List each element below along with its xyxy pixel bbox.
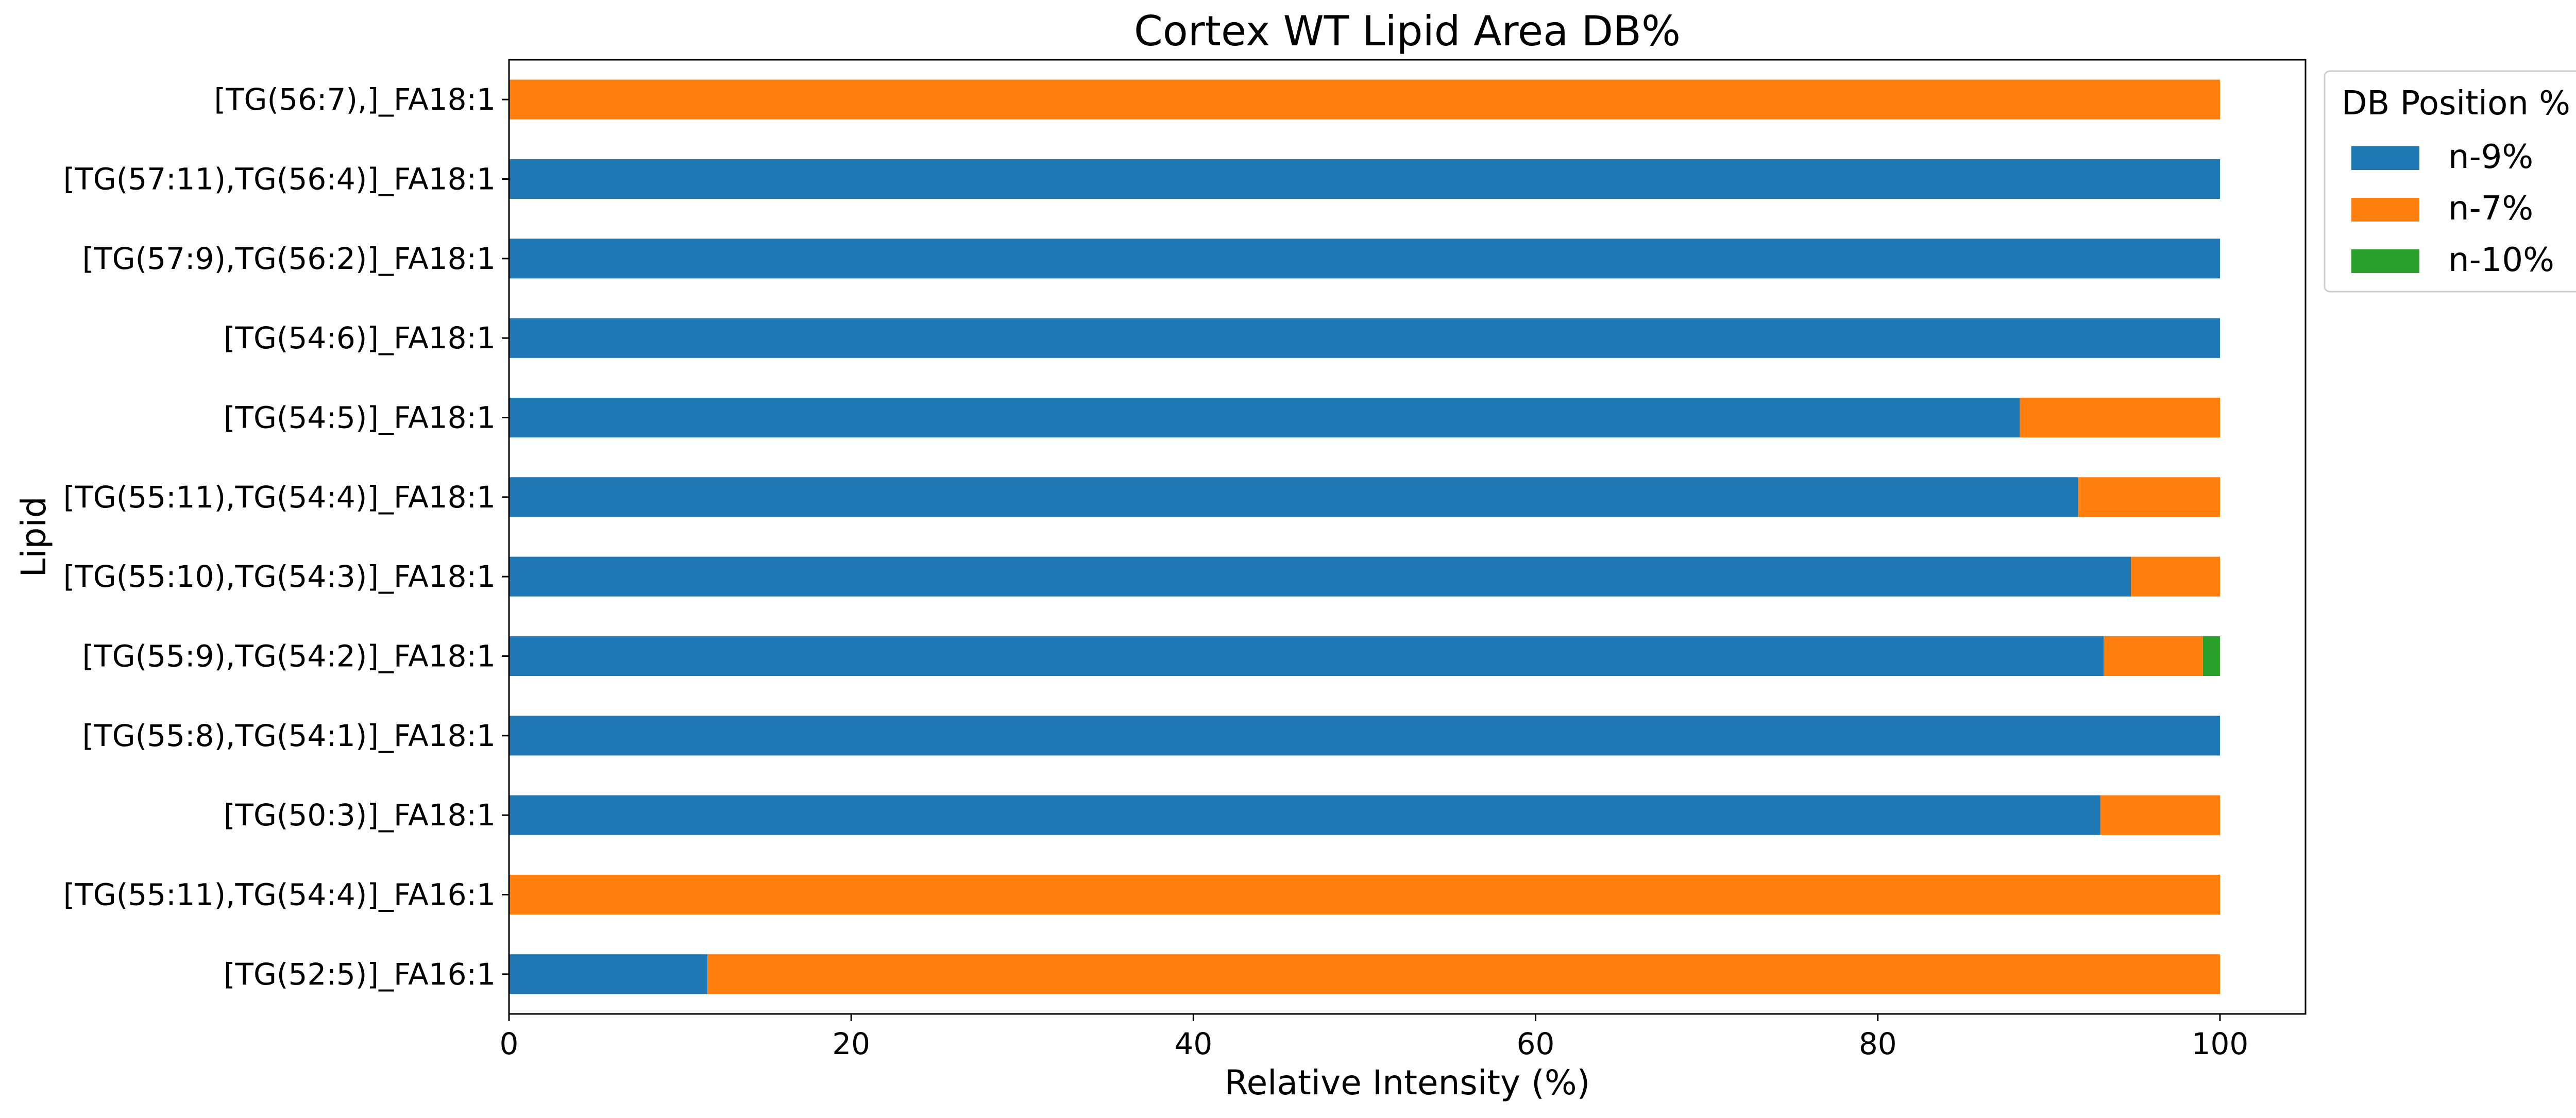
bar-segment bbox=[2100, 795, 2220, 835]
bar-segment bbox=[2104, 636, 2203, 676]
y-tick-label: [TG(57:9),TG(56:2)]_FA18:1 bbox=[82, 241, 496, 276]
legend-swatch bbox=[2351, 249, 2419, 273]
y-axis-label: Lipid bbox=[14, 496, 54, 577]
y-ticks: [TG(56:7),]_FA18:1 [TG(57:11),TG(56:4)]_F… bbox=[63, 82, 509, 992]
bar-segment bbox=[2078, 477, 2220, 517]
y-tick-label: [TG(54:6)]_FA18:1 bbox=[224, 320, 496, 355]
bars-layer bbox=[509, 79, 2220, 994]
legend-swatch bbox=[2351, 198, 2419, 222]
y-tick-label: [TG(55:11),TG(54:4)]_FA16:1 bbox=[63, 877, 496, 912]
legend-box bbox=[2324, 70, 2576, 293]
bar-segment bbox=[509, 556, 2131, 597]
bar-segment bbox=[509, 716, 2220, 756]
x-ticks: 0 20 40 60 80 100 bbox=[500, 1014, 2249, 1061]
x-tick-label: 60 bbox=[1517, 1026, 1555, 1061]
chart-title: Cortex WT Lipid Area DB% bbox=[1134, 7, 1681, 55]
bar-segment bbox=[509, 159, 2220, 199]
x-tick-label: 40 bbox=[1174, 1026, 1212, 1061]
legend-label: n-9% bbox=[2448, 138, 2533, 176]
y-tick-label: [TG(55:11),TG(54:4)]_FA18:1 bbox=[63, 480, 496, 515]
legend: DB Position % n-9% n-7% n-10% bbox=[2324, 70, 2576, 293]
x-tick-label: 20 bbox=[832, 1026, 870, 1061]
bar-segment bbox=[2202, 636, 2220, 676]
y-tick-label: [TG(55:8),TG(54:1)]_FA18:1 bbox=[82, 718, 496, 753]
y-tick-label: [TG(57:11),TG(56:4)]_FA18:1 bbox=[63, 162, 496, 197]
y-tick-label: [TG(54:5)]_FA18:1 bbox=[224, 400, 496, 435]
y-tick-label: [TG(52:5)]_FA16:1 bbox=[224, 957, 496, 992]
legend-label: n-7% bbox=[2448, 190, 2533, 228]
bar-segment bbox=[509, 397, 2020, 438]
y-tick-label: [TG(55:9),TG(54:2)]_FA18:1 bbox=[82, 639, 496, 674]
bar-segment bbox=[707, 954, 2220, 994]
legend-swatch bbox=[2351, 146, 2419, 170]
bar-segment bbox=[509, 954, 708, 994]
bar-segment bbox=[509, 79, 2220, 120]
bar-segment bbox=[509, 636, 2104, 676]
x-tick-label: 100 bbox=[2192, 1026, 2249, 1061]
x-tick-label: 0 bbox=[500, 1026, 519, 1061]
x-tick-label: 80 bbox=[1859, 1026, 1897, 1061]
legend-title: DB Position % bbox=[2342, 84, 2570, 123]
bar-segment bbox=[509, 477, 2078, 517]
bar-segment bbox=[2020, 397, 2220, 438]
bar-segment bbox=[509, 874, 2220, 915]
y-tick-label: [TG(50:3)]_FA18:1 bbox=[224, 798, 496, 833]
legend-label: n-10% bbox=[2448, 241, 2554, 279]
plot-frame bbox=[508, 59, 2307, 1015]
y-tick-label: [TG(55:10),TG(54:3)]_FA18:1 bbox=[63, 559, 496, 594]
bar-segment bbox=[509, 239, 2220, 279]
bar-segment bbox=[509, 318, 2220, 358]
legend-items: n-9% n-7% n-10% bbox=[2351, 138, 2554, 279]
x-axis-label: Relative Intensity (%) bbox=[1225, 1063, 1590, 1103]
y-tick-label: [TG(56:7),]_FA18:1 bbox=[214, 82, 496, 117]
bar-segment bbox=[509, 795, 2100, 835]
bar-segment bbox=[2131, 556, 2220, 597]
